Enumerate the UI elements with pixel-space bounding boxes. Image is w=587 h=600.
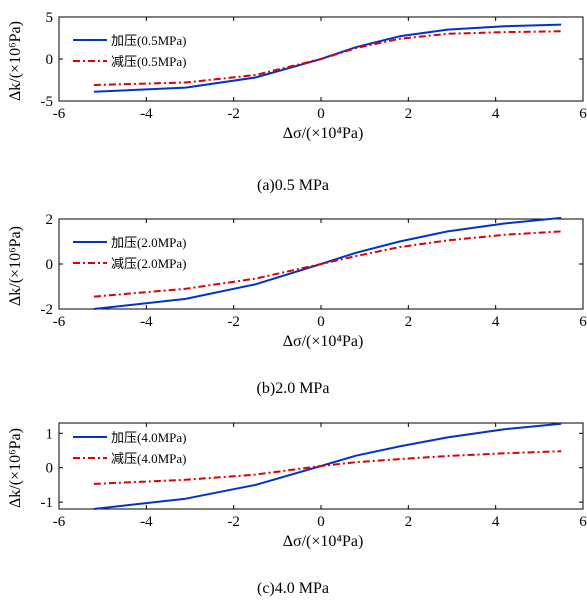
y-tick-label: 2: [46, 212, 54, 228]
subfigure-caption: (c)4.0 MPa: [257, 580, 329, 597]
x-axis-label: Δσ/(×10⁴Pa): [283, 125, 364, 142]
x-tick-label: -2: [227, 314, 240, 330]
x-tick-label: -2: [227, 514, 240, 530]
series-line-unloading: [93, 30, 562, 86]
x-tick-label: -6: [53, 106, 66, 122]
x-tick-label: 4: [492, 514, 500, 530]
y-axis-label: Δk/(×10⁶Pa): [7, 21, 24, 101]
series-line-loading: [93, 422, 562, 510]
y-tick-label: 0: [46, 461, 54, 477]
x-tick-label: 6: [579, 514, 587, 530]
x-tick-label: 0: [317, 106, 325, 122]
x-tick-label: -4: [140, 106, 153, 122]
x-tick-label: 2: [405, 106, 413, 122]
series-line-unloading: [93, 450, 562, 485]
x-tick-label: 4: [492, 106, 500, 122]
legend-label: 加压(0.5MPa): [111, 33, 186, 48]
chart-panel-1: [58, 216, 584, 310]
legend-label: 加压(4.0MPa): [111, 430, 186, 445]
x-tick-label: 0: [317, 314, 325, 330]
x-axis-label: Δσ/(×10⁴Pa): [283, 533, 364, 550]
y-tick-label: 0: [46, 257, 54, 273]
subfigure-caption: (b)2.0 MPa: [257, 380, 330, 397]
series-line-loading: [93, 216, 562, 310]
legend-label: 减压(2.0MPa): [111, 256, 186, 271]
x-tick-label: 6: [579, 106, 587, 122]
x-tick-label: 6: [579, 314, 587, 330]
legend-label: 减压(0.5MPa): [111, 54, 186, 69]
x-axis-label: Δσ/(×10⁴Pa): [283, 333, 364, 350]
y-tick-label: -1: [41, 495, 54, 511]
x-tick-label: -4: [140, 514, 153, 530]
y-axis-label: Δk/(×10⁶Pa): [7, 226, 24, 306]
legend-label: 减压(4.0MPa): [111, 451, 186, 466]
y-tick-label: 1: [46, 426, 54, 442]
x-tick-label: 0: [317, 514, 325, 530]
x-tick-label: -4: [140, 314, 153, 330]
chart-panel-2: [58, 422, 584, 510]
x-tick-label: 2: [405, 314, 413, 330]
series-line-unloading: [93, 230, 562, 298]
x-tick-label: 2: [405, 514, 413, 530]
y-tick-label: 0: [46, 52, 54, 68]
y-tick-label: -2: [41, 302, 54, 318]
y-axis-label: Δk/(×10⁶Pa): [7, 428, 24, 508]
x-tick-label: -6: [53, 314, 66, 330]
x-tick-label: 4: [492, 314, 500, 330]
y-tick-label: -5: [41, 94, 54, 110]
x-tick-label: -2: [227, 106, 240, 122]
chart-panel-0: [58, 16, 584, 102]
x-tick-label: -6: [53, 514, 66, 530]
y-tick-label: 5: [46, 10, 54, 26]
legend-label: 加压(2.0MPa): [111, 235, 186, 250]
subfigure-caption: (a)0.5 MPa: [257, 177, 329, 194]
